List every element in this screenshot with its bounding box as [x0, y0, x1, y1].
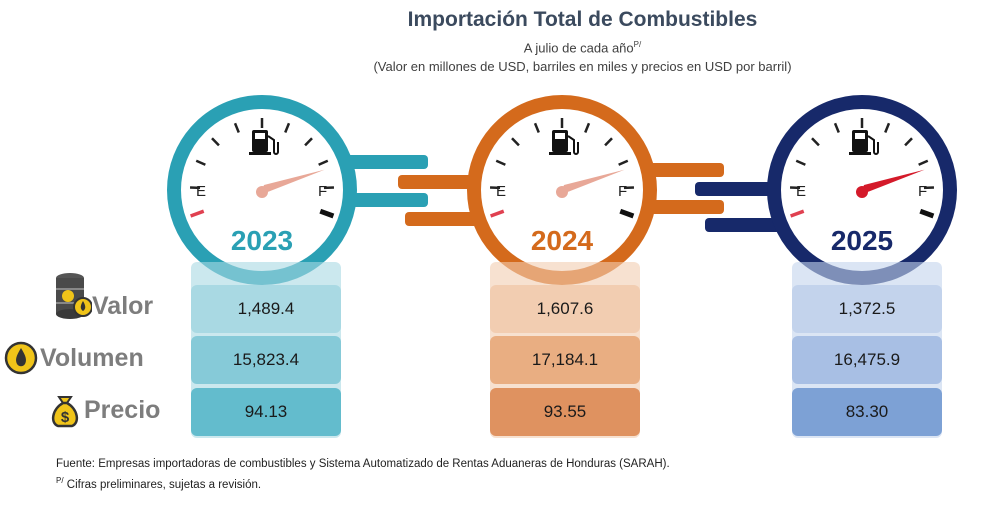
- gauge-empty-label: E: [796, 183, 806, 200]
- gauge-tick: [618, 159, 629, 166]
- gauge-tick: [318, 159, 329, 166]
- gauge-needle: [560, 169, 625, 195]
- fuel-pump-icon: [549, 130, 579, 155]
- gauge-needle: [260, 169, 325, 195]
- gauge-full-label: F: [318, 183, 327, 200]
- gauge-tick: [833, 122, 840, 133]
- gauge-tick: [495, 159, 506, 166]
- gauge-tick: [195, 159, 206, 166]
- gauge-pivot: [856, 186, 868, 198]
- cell-volumen-2025: 16,475.9: [792, 336, 942, 384]
- cell-valor-2024: 1,607.6: [490, 285, 640, 333]
- gauge-year-label: 2023: [231, 225, 293, 256]
- gauge-pivot: [256, 186, 268, 198]
- subtitle-text: A julio de cada año: [523, 40, 634, 56]
- row-label-volumen: Volumen: [40, 344, 144, 372]
- fuel-pump-icon: [249, 130, 279, 155]
- gauge-2024: E F 2024: [467, 95, 657, 285]
- gauge-pivot: [556, 186, 568, 198]
- connector-2024-left-top: [398, 175, 478, 189]
- gauge-2023: E F 2023: [167, 95, 357, 285]
- gauge-tick: [919, 208, 935, 219]
- preliminary-note: P/ Cifras preliminares, sujetas a revisi…: [56, 476, 261, 491]
- gauge-2025: E F 2025: [767, 95, 957, 285]
- chart-title: Importación Total de Combustibles: [407, 8, 758, 31]
- cell-valor-2023: 1,489.4: [191, 285, 341, 333]
- fuel-pump-icon: [849, 130, 879, 155]
- connector-2024-left-bottom: [405, 212, 478, 226]
- gauge-tick: [789, 209, 805, 218]
- cell-valor-2025: 1,372.5: [792, 285, 942, 333]
- gauge-tick: [319, 208, 335, 219]
- gauge-tick: [233, 122, 240, 133]
- gauge-full-label: F: [618, 183, 627, 200]
- gauge-tick: [884, 122, 891, 133]
- row-label-precio: Precio: [84, 396, 161, 424]
- connector-2023-bottom: [340, 193, 428, 207]
- note-superscript: P/: [56, 476, 64, 485]
- gauge-tick: [904, 137, 913, 147]
- gauge-full-label: F: [918, 183, 927, 200]
- cell-precio-2025: 83.30: [792, 388, 942, 436]
- gauge-tick: [489, 209, 505, 218]
- gauge-tick: [304, 137, 313, 147]
- gauge-tick: [511, 137, 520, 147]
- connector-2025-top: [695, 182, 790, 196]
- gauge-tick: [533, 122, 540, 133]
- connector-2025-bottom: [705, 218, 790, 232]
- cell-precio-2024: 93.55: [490, 388, 640, 436]
- gauge-tick: [284, 122, 291, 133]
- gauges-graphic: E F 2023 E F 2024 E F 2025: [167, 95, 957, 285]
- oil-barrel-icon: [52, 271, 93, 326]
- gauge-year-label: 2024: [531, 225, 594, 256]
- source-note: Fuente: Empresas importadoras de combust…: [56, 458, 670, 470]
- gauge-year-label: 2025: [831, 225, 893, 256]
- connector-2023-top: [340, 155, 428, 169]
- gauge-tick: [811, 137, 820, 147]
- cell-volumen-2023: 15,823.4: [191, 336, 341, 384]
- gauge-tick: [918, 159, 929, 166]
- note-text: Cifras preliminares, sujetas a revisión.: [63, 478, 262, 491]
- gauge-tick: [604, 137, 613, 147]
- money-bag-icon: $: [48, 393, 82, 434]
- gauge-tick: [211, 137, 220, 147]
- row-label-valor: Valor: [92, 292, 154, 320]
- gauge-needle: [860, 169, 925, 195]
- cell-volumen-2024: 17,184.1: [490, 336, 640, 384]
- gauge-tick: [619, 208, 635, 219]
- oil-drop-icon: [4, 341, 38, 380]
- gauge-empty-label: E: [196, 183, 206, 200]
- gauge-empty-label: E: [496, 183, 506, 200]
- connector-2024-right-top: [640, 163, 724, 177]
- gauge-tick: [189, 209, 205, 218]
- chart-units-note: (Valor en millones de USD, barriles en m…: [373, 59, 792, 74]
- gauge-tick: [584, 122, 591, 133]
- cell-precio-2023: 94.13: [191, 388, 341, 436]
- gauge-tick: [795, 159, 806, 166]
- subtitle-superscript: P/: [633, 40, 642, 49]
- svg-text:$: $: [61, 409, 70, 426]
- connector-2024-right-bottom: [640, 200, 724, 214]
- chart-subtitle: A julio de cada añoP/: [90, 40, 985, 55]
